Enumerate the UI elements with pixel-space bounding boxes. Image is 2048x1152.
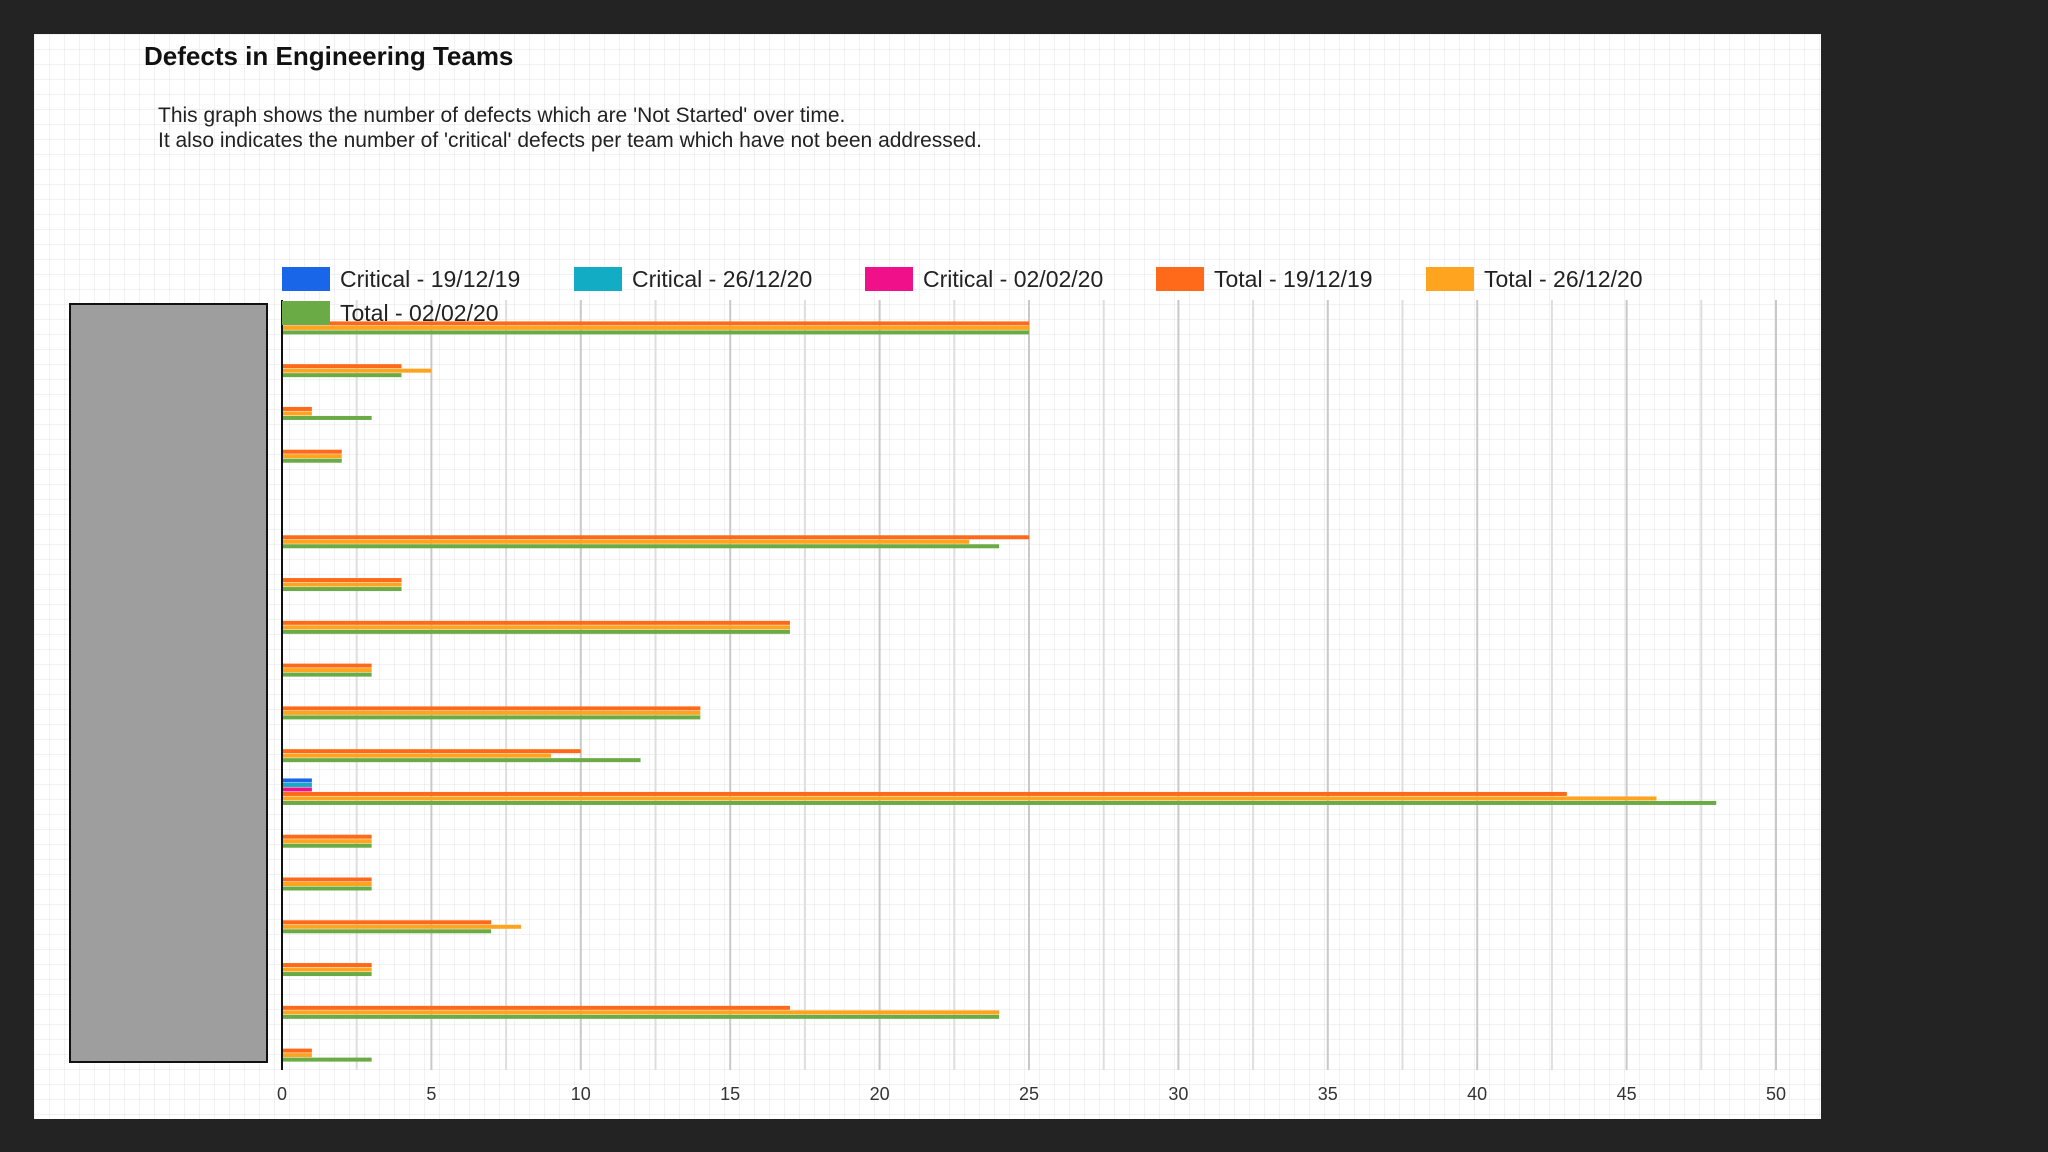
legend-item[interactable]: Critical - 02/02/20 bbox=[865, 266, 1103, 292]
bar bbox=[282, 839, 372, 844]
bar bbox=[282, 963, 372, 968]
chart-card: Defects in Engineering Teams This graph … bbox=[34, 34, 1821, 1119]
bar bbox=[282, 1010, 1000, 1015]
bar bbox=[282, 321, 1029, 326]
legend-swatch bbox=[865, 267, 913, 291]
bar bbox=[282, 1048, 312, 1053]
bar bbox=[282, 325, 1029, 330]
gridlines bbox=[355, 300, 1777, 1070]
category-labels-redacted bbox=[69, 303, 268, 1063]
legend-item[interactable]: Total - 02/02/20 bbox=[282, 300, 499, 326]
bar bbox=[282, 449, 342, 454]
legend-item[interactable]: Critical - 26/12/20 bbox=[574, 266, 812, 292]
legend-label: Critical - 19/12/19 bbox=[340, 266, 520, 292]
bar bbox=[282, 539, 970, 544]
bars bbox=[282, 321, 1717, 1062]
legend-swatch bbox=[1426, 267, 1474, 291]
bar bbox=[282, 710, 701, 715]
legend-label: Critical - 02/02/20 bbox=[923, 266, 1103, 292]
bar bbox=[282, 972, 372, 977]
x-tick-label: 0 bbox=[277, 1084, 287, 1104]
bar bbox=[282, 967, 372, 972]
description-line-2: It also indicates the number of 'critica… bbox=[158, 129, 982, 152]
bar bbox=[282, 778, 312, 783]
legend-item[interactable]: Total - 26/12/20 bbox=[1426, 266, 1643, 292]
bar bbox=[282, 758, 641, 763]
bar bbox=[282, 929, 492, 934]
bar bbox=[282, 364, 402, 369]
bar bbox=[282, 1014, 1000, 1019]
legend-swatch bbox=[282, 267, 330, 291]
legend-item[interactable]: Critical - 19/12/19 bbox=[282, 266, 520, 292]
bar bbox=[282, 1005, 790, 1010]
legend-label: Total - 02/02/20 bbox=[340, 300, 499, 326]
bar bbox=[282, 535, 1029, 540]
x-tick-label: 35 bbox=[1318, 1084, 1338, 1104]
description-line-1: This graph shows the number of defects w… bbox=[158, 104, 846, 127]
chart-title: Defects in Engineering Teams bbox=[144, 41, 514, 71]
bar bbox=[282, 458, 342, 463]
bar bbox=[282, 924, 522, 929]
legend-swatch bbox=[282, 301, 330, 325]
bar bbox=[282, 620, 790, 625]
x-axis-ticks: 0 5 10 15 20 25 30 35 40 45 50 bbox=[277, 1084, 1786, 1104]
bar bbox=[282, 625, 790, 630]
x-tick-label: 5 bbox=[426, 1084, 436, 1104]
bar bbox=[282, 800, 1717, 805]
bar bbox=[282, 544, 1000, 549]
bar bbox=[282, 706, 701, 711]
bar bbox=[282, 672, 372, 677]
bar bbox=[282, 578, 402, 583]
x-tick-label: 15 bbox=[720, 1084, 740, 1104]
bar bbox=[282, 791, 1567, 796]
x-tick-label: 10 bbox=[571, 1084, 591, 1104]
bar bbox=[282, 843, 372, 848]
bar bbox=[282, 663, 372, 668]
bar bbox=[282, 834, 372, 839]
bar bbox=[282, 886, 372, 891]
bar bbox=[282, 753, 551, 758]
legend-swatch bbox=[574, 267, 622, 291]
bar bbox=[282, 330, 1029, 335]
bar bbox=[282, 415, 372, 420]
legend-item[interactable]: Total - 19/12/19 bbox=[1156, 266, 1373, 292]
bar bbox=[282, 1053, 312, 1058]
legend-label: Total - 19/12/19 bbox=[1214, 266, 1373, 292]
legend-label: Total - 26/12/20 bbox=[1484, 266, 1643, 292]
legend[interactable]: Critical - 19/12/19 Critical - 26/12/20 Cr… bbox=[282, 266, 1643, 326]
x-tick-label: 20 bbox=[870, 1084, 890, 1104]
bar bbox=[282, 920, 492, 925]
bar bbox=[282, 368, 432, 373]
bar bbox=[282, 587, 402, 592]
bar bbox=[282, 787, 312, 792]
bar bbox=[282, 782, 312, 787]
x-tick-label: 30 bbox=[1168, 1084, 1188, 1104]
legend-label: Critical - 26/12/20 bbox=[632, 266, 812, 292]
bar bbox=[282, 582, 402, 587]
x-tick-label: 25 bbox=[1019, 1084, 1039, 1104]
bar bbox=[282, 629, 790, 634]
bar bbox=[282, 715, 701, 720]
bar bbox=[282, 411, 312, 416]
bar-chart: 0 5 10 15 20 25 30 35 40 45 50 Critical - 19/12/19… bbox=[69, 266, 1786, 1104]
bar bbox=[282, 1057, 372, 1062]
bar bbox=[282, 454, 342, 459]
x-tick-label: 45 bbox=[1617, 1084, 1637, 1104]
legend-swatch bbox=[1156, 267, 1204, 291]
bar bbox=[282, 877, 372, 882]
bar bbox=[282, 668, 372, 673]
bar bbox=[282, 882, 372, 886]
bar bbox=[282, 796, 1657, 801]
x-tick-label: 50 bbox=[1766, 1084, 1786, 1104]
bar bbox=[282, 749, 581, 754]
bar bbox=[282, 373, 402, 378]
bar bbox=[282, 406, 312, 411]
x-tick-label: 40 bbox=[1467, 1084, 1487, 1104]
